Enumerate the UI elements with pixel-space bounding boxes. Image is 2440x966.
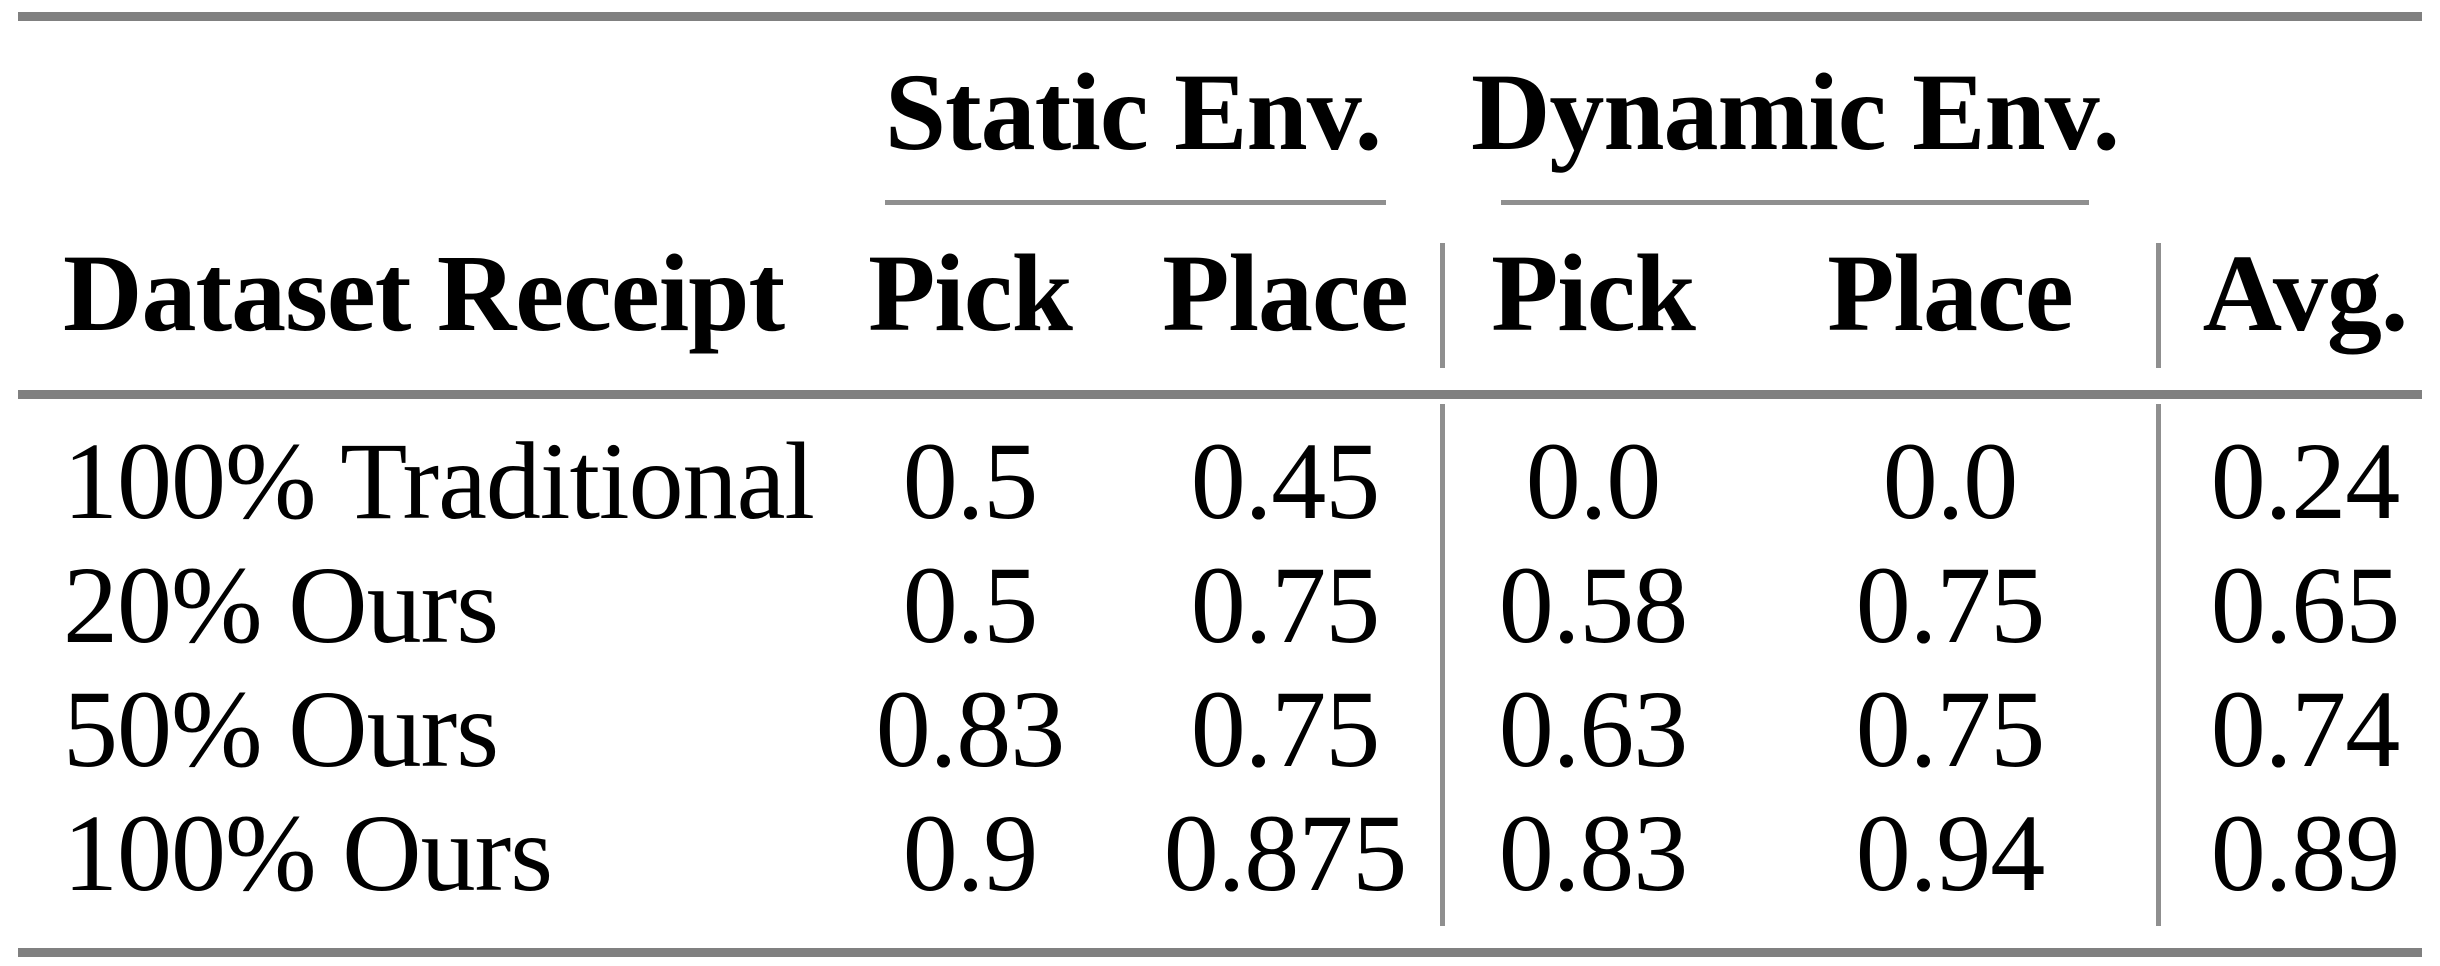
- cell-static-place: 0.75: [1190, 544, 1380, 666]
- table-top-rule: [18, 12, 2422, 21]
- separator-static-dynamic-header: [1440, 243, 1445, 368]
- cell-dynamic-place: 0.75: [1855, 668, 2045, 790]
- separator-dynamic-avg-header: [2156, 243, 2161, 368]
- cell-dynamic-pick: 0.63: [1498, 668, 1688, 790]
- cell-dynamic-place: 0.0: [1882, 420, 2018, 542]
- cell-static-place: 0.875: [1163, 792, 1407, 914]
- cell-avg: 0.74: [2210, 668, 2400, 790]
- column-header-dynamic-pick: Pick: [1491, 232, 1696, 354]
- separator-dynamic-avg-body: [2156, 404, 2161, 926]
- table-bottom-rule: [18, 948, 2422, 957]
- column-header-dataset-receipt: Dataset Receipt: [63, 232, 785, 354]
- static-env-cmidrule: [885, 200, 1386, 205]
- cell-static-place: 0.45: [1190, 420, 1380, 542]
- column-header-avg: Avg.: [2202, 232, 2409, 354]
- cell-static-pick: 0.83: [875, 668, 1065, 790]
- table-header-rule: [18, 390, 2422, 399]
- cell-dynamic-pick: 0.83: [1498, 792, 1688, 914]
- row-label: 100% Traditional: [63, 420, 815, 542]
- column-header-static-place: Place: [1162, 232, 1408, 354]
- row-label: 100% Ours: [63, 792, 553, 914]
- cell-static-place: 0.75: [1190, 668, 1380, 790]
- cell-static-pick: 0.5: [902, 544, 1038, 666]
- cell-static-pick: 0.5: [902, 420, 1038, 542]
- cell-dynamic-place: 0.75: [1855, 544, 2045, 666]
- cell-avg: 0.24: [2210, 420, 2400, 542]
- column-header-dynamic-place: Place: [1827, 232, 2073, 354]
- cell-dynamic-pick: 0.0: [1525, 420, 1661, 542]
- cell-dynamic-place: 0.94: [1855, 792, 2045, 914]
- group-header-dynamic-env: Dynamic Env.: [1470, 51, 2120, 173]
- cell-static-pick: 0.9: [902, 792, 1038, 914]
- cell-avg: 0.89: [2210, 792, 2400, 914]
- row-label: 50% Ours: [63, 668, 499, 790]
- column-header-static-pick: Pick: [868, 232, 1073, 354]
- row-label: 20% Ours: [63, 544, 499, 666]
- dynamic-env-cmidrule: [1501, 200, 2089, 205]
- separator-static-dynamic-body: [1440, 404, 1445, 926]
- group-header-static-env: Static Env.: [884, 51, 1382, 173]
- cell-dynamic-pick: 0.58: [1498, 544, 1688, 666]
- cell-avg: 0.65: [2210, 544, 2400, 666]
